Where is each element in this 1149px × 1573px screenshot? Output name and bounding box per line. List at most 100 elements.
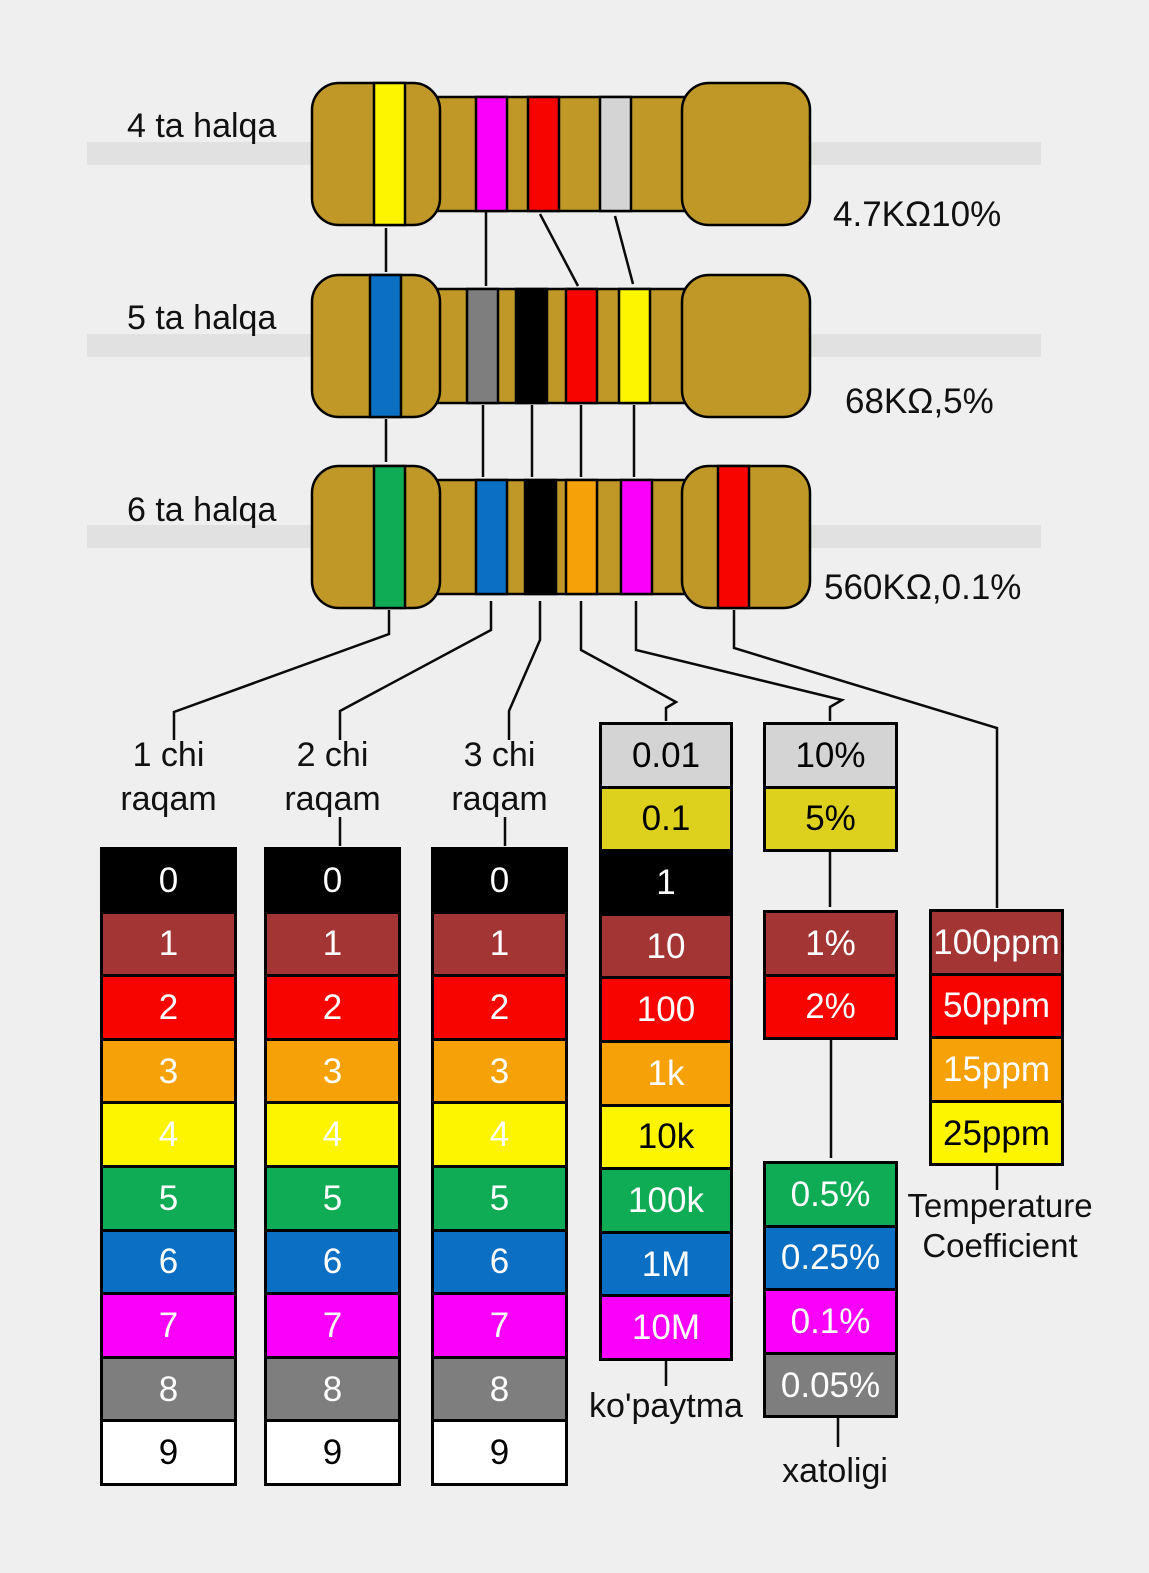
digit-3-cell-7: 7 — [431, 1292, 568, 1359]
band-black — [523, 478, 558, 596]
digit-2-cell-6: 6 — [264, 1228, 401, 1296]
connector-line — [538, 213, 580, 287]
digit-column-3-header-line2: raqam — [451, 780, 548, 818]
digit-1-cell-6: 6 — [100, 1228, 237, 1296]
digit-1-cell-2: 2 — [100, 974, 237, 1041]
band-green — [372, 464, 407, 610]
resistor-2-value: 68KΩ,5% — [845, 382, 994, 421]
connector-line — [507, 601, 542, 740]
connector-line — [613, 215, 635, 285]
digit-column-2-header: 2 chi raqam — [264, 733, 401, 821]
resistor-3-label: 6 ta halqa — [127, 491, 277, 529]
connector-line — [634, 601, 846, 721]
band-yellow — [617, 287, 652, 405]
band-magenta — [474, 95, 509, 213]
digit-2-cell-5: 5 — [264, 1165, 401, 1232]
tolerance-cell-5%: 5% — [763, 785, 898, 853]
band-red — [526, 95, 561, 213]
digit-column-3-header: 3 chi raqam — [431, 733, 568, 821]
digit-1-cell-8: 8 — [100, 1355, 237, 1423]
digit-2-cell-9: 9 — [264, 1419, 401, 1486]
tempco-label-line2: Coefficient — [922, 1227, 1078, 1264]
band-yellow — [372, 81, 407, 227]
digit-3-cell-6: 6 — [431, 1228, 568, 1296]
digit-2-cell-4: 4 — [264, 1101, 401, 1168]
tolerance-cell-0.1%: 0.1% — [763, 1288, 898, 1355]
tolerance-cell-10%: 10% — [763, 722, 898, 789]
digit-2-cell-1: 1 — [264, 910, 401, 978]
digit-column-1-header-line2: raqam — [120, 780, 217, 818]
digit-2-cell-8: 8 — [264, 1355, 401, 1423]
connector-line — [732, 610, 999, 908]
digit-3-cell-4: 4 — [431, 1101, 568, 1168]
band-red — [564, 287, 599, 405]
digit-3-cell-3: 3 — [431, 1037, 568, 1105]
resistor-1-value: 4.7KΩ10% — [833, 195, 1002, 234]
digit-3-cell-2: 2 — [431, 974, 568, 1041]
tolerance-cell-0.5%: 0.5% — [763, 1161, 898, 1228]
multiplier-cell-100k: 100k — [599, 1167, 733, 1234]
multiplier-cell-10k: 10k — [599, 1103, 733, 1171]
digit-2-cell-7: 7 — [264, 1292, 401, 1359]
tolerance-cell-0.25%: 0.25% — [763, 1224, 898, 1292]
tempco-cell-100ppm: 100ppm — [929, 909, 1064, 976]
tolerance-label: xatoligi — [782, 1452, 888, 1490]
digit-3-cell-1: 1 — [431, 910, 568, 978]
resistor-1-label: 4 ta halqa — [127, 107, 277, 145]
band-orange — [564, 478, 599, 596]
tempco-label-line1: Temperature — [907, 1187, 1093, 1224]
connector-line — [579, 601, 679, 721]
band-blue — [474, 478, 509, 596]
digit-column-1-header-line1: 1 chi — [132, 736, 205, 774]
digit-2-cell-2: 2 — [264, 974, 401, 1041]
digit-column-1-header: 1 chi raqam — [100, 733, 237, 821]
resistor-2-label: 5 ta halqa — [127, 299, 277, 337]
tempco-cell-25ppm: 25ppm — [929, 1099, 1064, 1167]
multiplier-cell-100: 100 — [599, 976, 733, 1043]
multiplier-cell-0.1: 0.1 — [599, 785, 733, 853]
digit-1-cell-4: 4 — [100, 1101, 237, 1168]
resistor-body-3 — [310, 464, 812, 610]
multiplier-cell-0.01: 0.01 — [599, 722, 733, 789]
band-blue — [368, 273, 403, 419]
multiplier-cell-1k: 1k — [599, 1040, 733, 1107]
digit-1-cell-1: 1 — [100, 910, 237, 978]
digit-1-cell-7: 7 — [100, 1292, 237, 1359]
digit-column-2-header-line2: raqam — [284, 780, 381, 818]
tempco-cell-15ppm: 15ppm — [929, 1036, 1064, 1103]
multiplier-label: ko'paytma — [589, 1387, 743, 1425]
tolerance-cell-1%: 1% — [763, 910, 898, 977]
band-magenta — [619, 478, 654, 596]
digit-3-cell-0: 0 — [431, 847, 568, 914]
multiplier-cell-10: 10 — [599, 912, 733, 980]
digit-2-cell-0: 0 — [264, 847, 401, 914]
digit-3-cell-9: 9 — [431, 1419, 568, 1486]
digit-3-cell-5: 5 — [431, 1165, 568, 1232]
digit-2-cell-3: 3 — [264, 1037, 401, 1105]
digit-3-cell-8: 8 — [431, 1355, 568, 1423]
band-silver — [598, 95, 633, 213]
band-black — [514, 287, 549, 405]
connector-line — [172, 610, 391, 740]
tempco-label: Temperature Coefficient — [890, 1186, 1110, 1266]
band-gray — [465, 287, 500, 405]
digit-1-cell-3: 3 — [100, 1037, 237, 1105]
tolerance-cell-2%: 2% — [763, 973, 898, 1041]
multiplier-cell-1M: 1M — [599, 1230, 733, 1298]
multiplier-cell-1: 1 — [599, 849, 733, 916]
digit-1-cell-5: 5 — [100, 1165, 237, 1232]
multiplier-cell-10M: 10M — [599, 1294, 733, 1361]
digit-1-cell-0: 0 — [100, 847, 237, 914]
resistor-3-value: 560KΩ,0.1% — [824, 568, 1022, 607]
digit-column-3-header-line1: 3 chi — [463, 736, 536, 774]
resistor-body-1 — [310, 81, 812, 227]
connector-line — [338, 601, 493, 740]
tempco-cell-50ppm: 50ppm — [929, 972, 1064, 1040]
digit-1-cell-9: 9 — [100, 1419, 237, 1486]
tolerance-cell-0.05%: 0.05% — [763, 1351, 898, 1419]
band-red — [716, 464, 751, 610]
digit-column-2-header-line1: 2 chi — [296, 736, 369, 774]
resistor-body-2 — [310, 273, 812, 419]
